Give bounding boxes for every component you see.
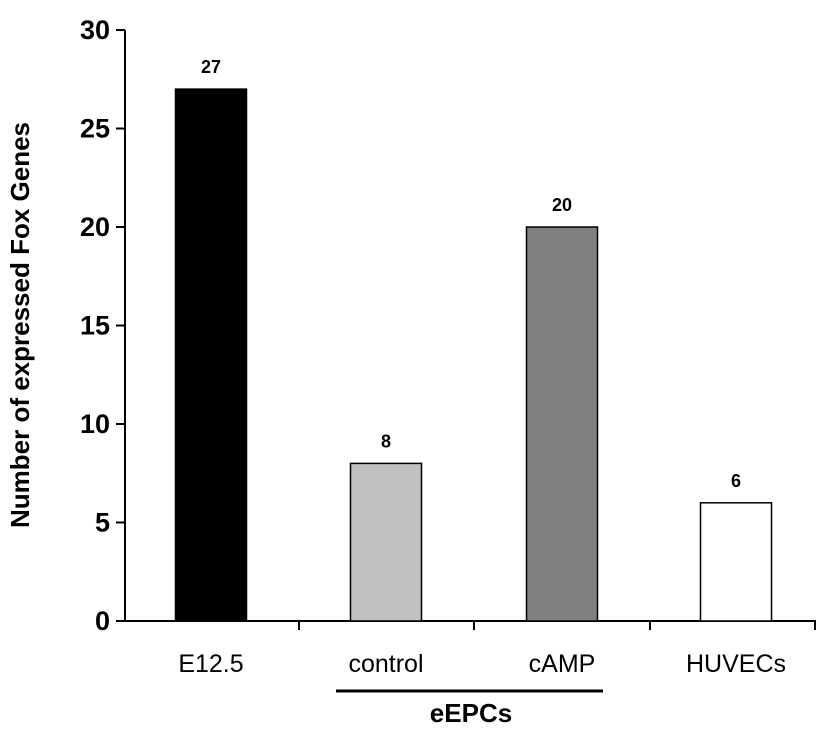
y-tick-label: 0 [95, 606, 110, 636]
x-category-label: control [348, 650, 423, 678]
y-tick-label: 30 [80, 15, 110, 45]
y-tick-label: 5 [95, 508, 110, 538]
bar-huvecs [699, 502, 773, 622]
group-label-eepcs: eEPCs [430, 698, 512, 728]
bar-value-label: 27 [201, 57, 221, 77]
bar-value-label: 8 [381, 431, 391, 451]
y-tick-label: 15 [80, 311, 110, 341]
x-category-label: cAMP [529, 650, 596, 678]
y-tick-label: 20 [80, 212, 110, 242]
bar-camp [525, 226, 599, 622]
x-category-label: E12.5 [178, 650, 243, 678]
y-axis-label: Number of expressed Fox Genes [5, 122, 35, 528]
x-category-label: HUVECs [686, 650, 786, 678]
bar-value-label: 6 [731, 471, 741, 491]
bar-e12-5 [174, 88, 248, 622]
y-tick-label: 10 [80, 409, 110, 439]
bar-value-label: 20 [552, 195, 572, 215]
y-tick-label: 25 [80, 114, 110, 144]
bar-control [349, 462, 423, 622]
